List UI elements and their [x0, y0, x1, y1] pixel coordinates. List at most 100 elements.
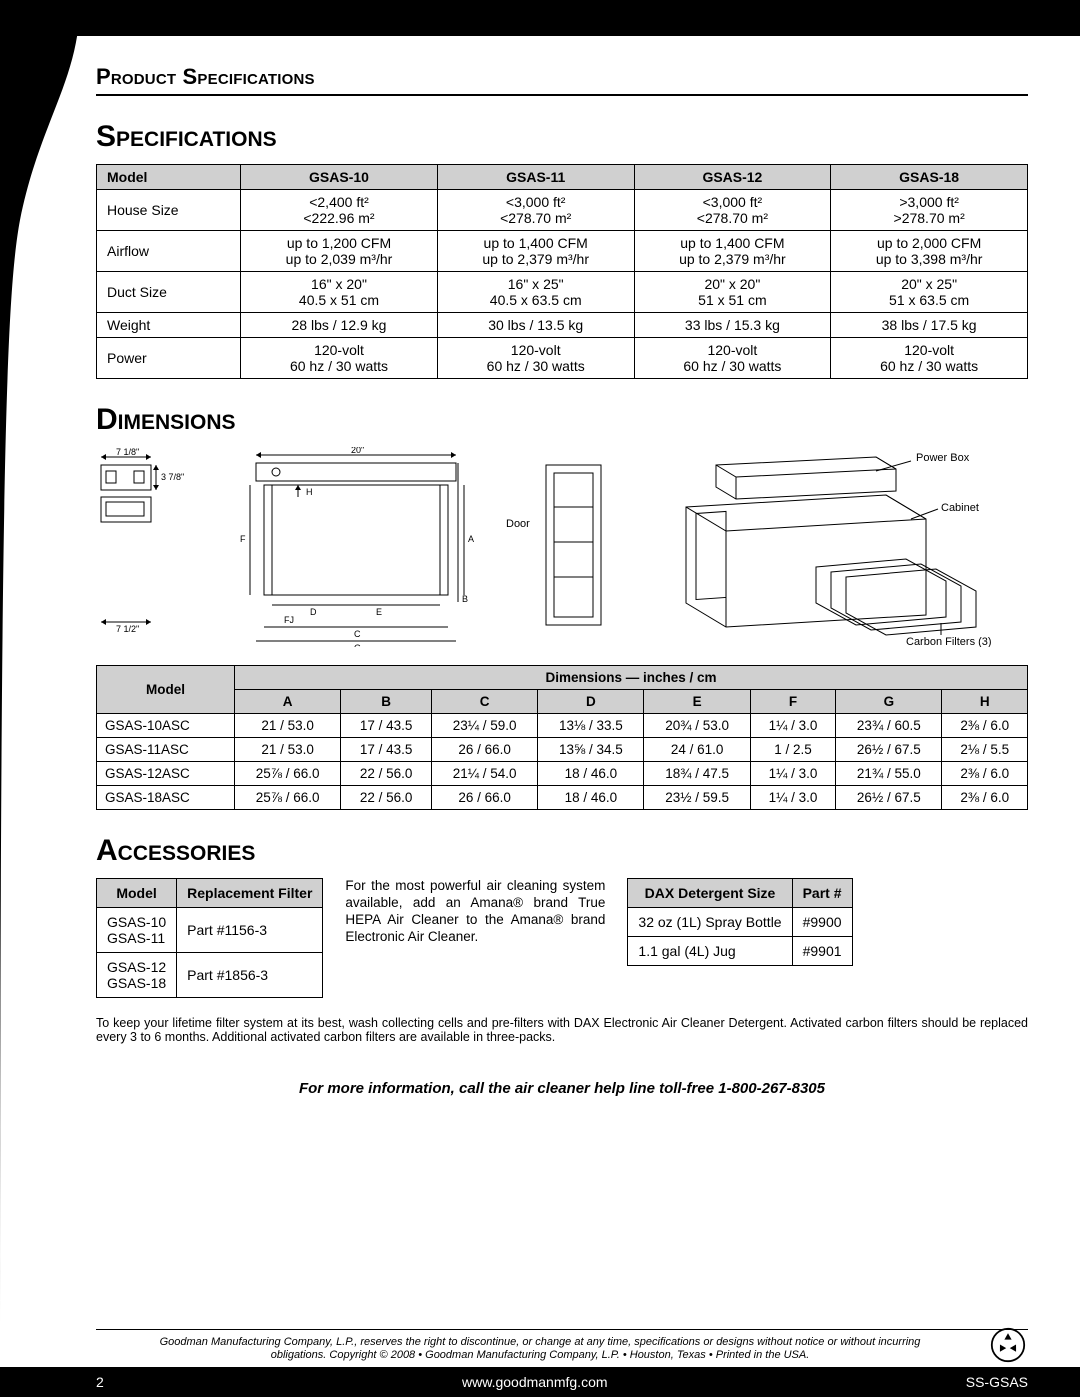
help-line: For more information, call the air clean… [96, 1080, 1028, 1097]
dim-cell: 1¼ / 3.0 [750, 786, 835, 810]
dim-cell: 26½ / 67.5 [836, 786, 942, 810]
dim-cell: 2⅛ / 5.5 [942, 738, 1028, 762]
section-specifications: Specifications [96, 120, 1028, 154]
dim-fig-side: 7 1/8" 3 7/8" 7 1/2" [96, 447, 206, 637]
acc-part: Part #1156-3 [177, 908, 323, 953]
dim-col: H [942, 690, 1028, 714]
dim-cell: 22 / 56.0 [341, 762, 432, 786]
spec-cell: 28 lbs / 12.9 kg [241, 313, 438, 338]
svg-text:20": 20" [351, 447, 364, 455]
dim-cell: 22 / 56.0 [341, 786, 432, 810]
svg-text:D: D [310, 607, 317, 617]
acc-part: Part #1856-3 [177, 953, 323, 998]
det-part: #9900 [792, 908, 852, 937]
dim-cell: 26½ / 67.5 [836, 738, 942, 762]
spec-col-3: GSAS-18 [831, 165, 1028, 190]
svg-text:E: E [376, 607, 382, 617]
accessories-row: Model Replacement Filter GSAS-10GSAS-11P… [96, 878, 1028, 998]
content: Product Specifications Specifications Mo… [0, 36, 1080, 1097]
spec-cell: 20" x 25"51 x 63.5 cm [831, 272, 1028, 313]
spec-cell: <2,400 ft²<222.96 m² [241, 190, 438, 231]
dim-cell: 20¾ / 53.0 [644, 714, 750, 738]
horizontal-rule [96, 94, 1028, 96]
dim-cell: 21 / 53.0 [235, 714, 341, 738]
dim-fig-front: 20" H F A B D E FJ [236, 447, 476, 647]
dim-cell: 1¼ / 3.0 [750, 714, 835, 738]
acc-model-header: Model [97, 879, 177, 908]
dim-col: G [836, 690, 942, 714]
dim-cell: 1 / 2.5 [750, 738, 835, 762]
dim-cell: 2⅜ / 6.0 [942, 762, 1028, 786]
spec-model-header: Model [97, 165, 241, 190]
spec-row-label: Weight [97, 313, 241, 338]
spec-cell: 120-volt60 hz / 30 watts [634, 338, 831, 379]
spec-row-label: Power [97, 338, 241, 379]
dim-cell: 18¾ / 47.5 [644, 762, 750, 786]
dim-fig-iso: Power Box Cabinet Carbon Filters (3) [646, 447, 996, 647]
accessories-disclaimer: To keep your lifetime filter system at i… [96, 1016, 1028, 1044]
dim-cell: 25⅞ / 66.0 [235, 762, 341, 786]
dim-cell: 13⅝ / 34.5 [538, 738, 644, 762]
spec-cell: 120-volt60 hz / 30 watts [831, 338, 1028, 379]
dim-cell: 2⅜ / 6.0 [942, 786, 1028, 810]
det-size-header: DAX Detergent Size [628, 879, 792, 908]
recycle-icon [990, 1327, 1026, 1363]
det-part-header: Part # [792, 879, 852, 908]
dim-cell: 21¾ / 55.0 [836, 762, 942, 786]
dim-cell: 23¼ / 59.0 [431, 714, 537, 738]
dim-col: B [341, 690, 432, 714]
dim-cell: 1¼ / 3.0 [750, 762, 835, 786]
dim-row-model: GSAS-12ASC [97, 762, 235, 786]
top-black-bar [0, 0, 1080, 36]
svg-text:C: C [354, 629, 361, 639]
spec-cell: up to 1,400 CFMup to 2,379 m³/hr [634, 231, 831, 272]
dim-col: C [431, 690, 537, 714]
replacement-filter-table: Model Replacement Filter GSAS-10GSAS-11P… [96, 878, 323, 998]
dim-cell: 23½ / 59.5 [644, 786, 750, 810]
acc-models: GSAS-10GSAS-11 [97, 908, 177, 953]
footer-page: 2 [96, 1374, 104, 1390]
page: Product Specifications Specifications Mo… [0, 0, 1080, 1397]
spec-cell: <3,000 ft²<278.70 m² [437, 190, 634, 231]
svg-text:A: A [468, 534, 474, 544]
legal-text: Goodman Manufacturing Company, L.P., res… [0, 1336, 1080, 1368]
spec-col-2: GSAS-12 [634, 165, 831, 190]
footer-code: SS-GSAS [966, 1374, 1028, 1390]
dim-cell: 13⅛ / 33.5 [538, 714, 644, 738]
spec-cell: 20" x 20"51 x 51 cm [634, 272, 831, 313]
page-subtitle: Product Specifications [96, 64, 1028, 90]
spec-cell: 16" x 20"40.5 x 51 cm [241, 272, 438, 313]
svg-text:7 1/8": 7 1/8" [116, 447, 139, 457]
acc-filter-header: Replacement Filter [177, 879, 323, 908]
thin-rule [96, 1329, 1028, 1330]
spec-col-0: GSAS-10 [241, 165, 438, 190]
detergent-table: DAX Detergent Size Part # 32 oz (1L) Spr… [627, 878, 852, 966]
svg-text:F: F [240, 534, 246, 544]
spec-cell: <3,000 ft²<278.70 m² [634, 190, 831, 231]
dim-cell: 23¾ / 60.5 [836, 714, 942, 738]
spec-cell: up to 1,400 CFMup to 2,379 m³/hr [437, 231, 634, 272]
dim-cell: 24 / 61.0 [644, 738, 750, 762]
spec-row-label: Duct Size [97, 272, 241, 313]
spec-cell: up to 1,200 CFMup to 2,039 m³/hr [241, 231, 438, 272]
dim-col: E [644, 690, 750, 714]
dim-cell: 25⅞ / 66.0 [235, 786, 341, 810]
svg-text:B: B [462, 594, 468, 604]
spec-cell: 16" x 25"40.5 x 63.5 cm [437, 272, 634, 313]
dim-cell: 18 / 46.0 [538, 786, 644, 810]
svg-text:H: H [306, 487, 313, 497]
section-accessories: Accessories [96, 834, 1028, 868]
dim-cell: 21¼ / 54.0 [431, 762, 537, 786]
dim-cell: 18 / 46.0 [538, 762, 644, 786]
footer-bar: 2 www.goodmanmfg.com SS-GSAS [0, 1367, 1080, 1397]
dim-cell: 21 / 53.0 [235, 738, 341, 762]
spec-cell: 38 lbs / 17.5 kg [831, 313, 1028, 338]
svg-text:Carbon Filters (3): Carbon Filters (3) [906, 636, 992, 647]
det-part: #9901 [792, 937, 852, 966]
svg-text:Door: Door [506, 518, 530, 530]
spec-row-label: Airflow [97, 231, 241, 272]
dim-model-header: Model [97, 666, 235, 714]
spec-cell: 30 lbs / 13.5 kg [437, 313, 634, 338]
page-bottom: Goodman Manufacturing Company, L.P., res… [0, 1329, 1080, 1397]
dim-col: A [235, 690, 341, 714]
